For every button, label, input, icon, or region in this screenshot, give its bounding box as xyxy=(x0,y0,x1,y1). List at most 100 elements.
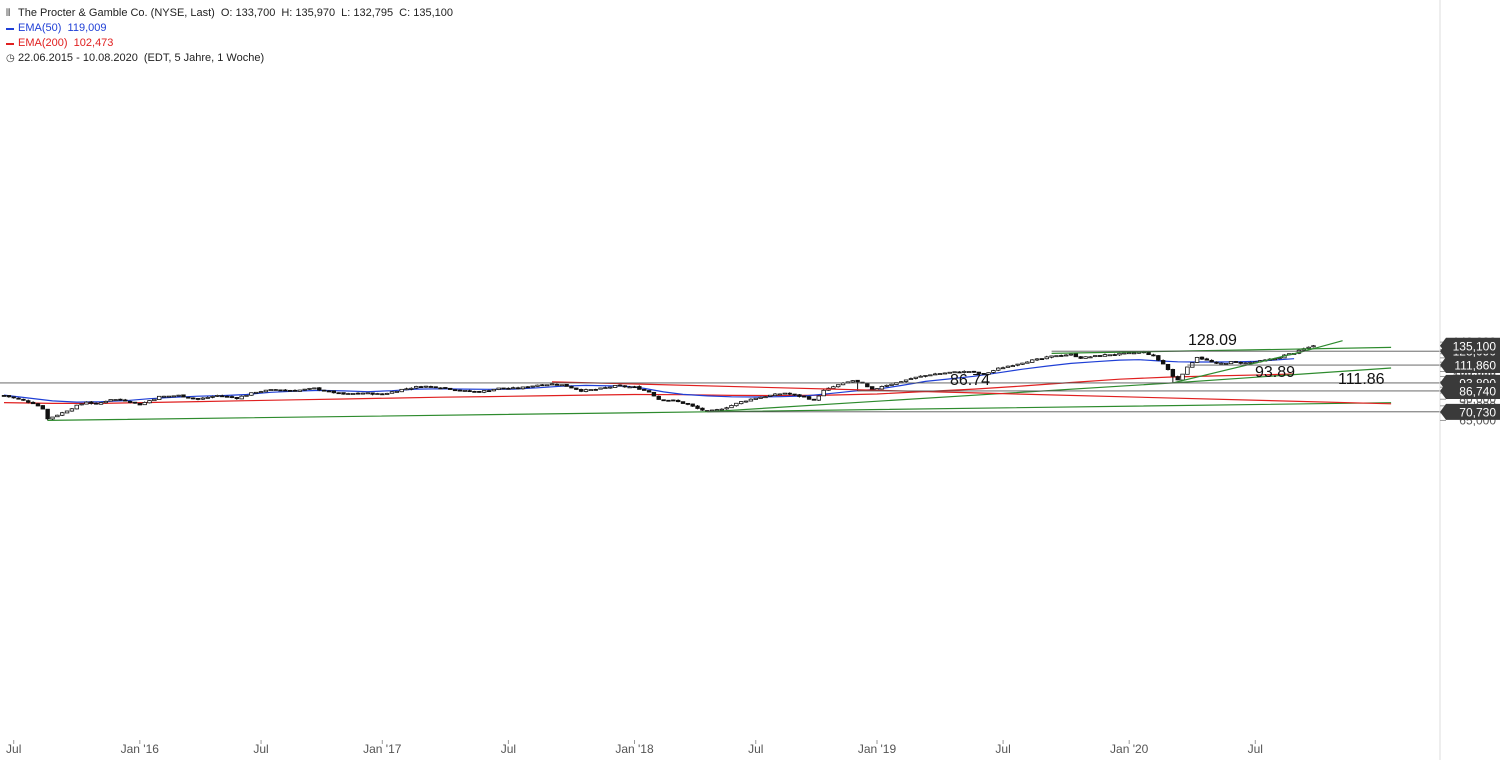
candle-body xyxy=(952,371,957,374)
legend-period-row: ◷ 22.06.2015 - 10.08.2020 (EDT, 5 Jahre,… xyxy=(6,51,453,66)
candle-body xyxy=(1170,369,1176,377)
candle-body xyxy=(685,402,691,405)
x-tick-label: Jul xyxy=(748,742,763,756)
candle-body xyxy=(996,367,1001,371)
candle-body xyxy=(1219,362,1224,365)
x-tick-label: Jan '19 xyxy=(858,742,897,756)
candle-body xyxy=(608,386,613,389)
candle-body xyxy=(1204,358,1209,361)
candle-body xyxy=(1015,363,1020,366)
candle-body xyxy=(1102,354,1108,357)
candle-body xyxy=(884,384,889,387)
trendline xyxy=(551,381,1392,405)
candle-body xyxy=(1063,354,1069,357)
candle-body xyxy=(511,387,516,390)
candle-body xyxy=(642,389,647,391)
candle-body xyxy=(40,405,45,410)
candle-body xyxy=(612,385,618,388)
candle-body xyxy=(530,385,535,388)
candle-body xyxy=(74,404,79,410)
candle-body xyxy=(1044,356,1049,360)
candle-body xyxy=(103,400,109,404)
candle-body xyxy=(1122,352,1127,355)
candle-body xyxy=(1117,352,1122,356)
candle-body xyxy=(651,391,657,397)
candle-body xyxy=(1248,361,1253,364)
candle-body xyxy=(1049,355,1054,358)
candle-body xyxy=(690,403,695,407)
candle-body xyxy=(836,384,841,388)
x-tick-label: Jan '16 xyxy=(121,742,160,756)
candle-body xyxy=(1107,354,1112,357)
candle-body xyxy=(171,395,176,398)
candle-body xyxy=(535,384,540,387)
candle-body xyxy=(564,383,569,387)
candle-body xyxy=(971,370,977,373)
candle-body xyxy=(418,386,424,388)
legend-ema200-row[interactable]: EMA(200) 102,473 xyxy=(6,36,453,51)
candle-body xyxy=(1306,346,1311,349)
candle-body xyxy=(923,375,928,377)
ema50-label: EMA(50) xyxy=(18,22,62,34)
candle-body xyxy=(792,393,797,396)
candle-body xyxy=(675,399,681,403)
candle-body xyxy=(16,397,21,400)
candle-body xyxy=(1151,354,1156,357)
legend-title-row: ⫴ The Procter & Gamble Co. (NYSE, Last) … xyxy=(6,6,453,21)
candle-body xyxy=(55,414,60,418)
candle-body xyxy=(220,395,225,398)
candle-body xyxy=(889,383,894,386)
candle-body xyxy=(763,396,768,399)
ema50-value: 119,009 xyxy=(67,22,107,34)
candle-body xyxy=(1039,358,1045,361)
candle-body xyxy=(118,398,123,401)
candle-body xyxy=(777,393,783,396)
candle-body xyxy=(443,387,448,389)
candle-body xyxy=(321,389,327,392)
candle-body xyxy=(768,394,773,397)
ohlc-low-label: L: xyxy=(341,7,351,19)
time-axis: Jul Jan '16 Jul Jan '17 Jul Jan '18 Jul Jan '19… xyxy=(6,740,1263,756)
candle-body xyxy=(1311,345,1316,348)
candle-body xyxy=(452,389,458,392)
candle-body xyxy=(855,379,860,383)
x-tick-label: Jul xyxy=(253,742,268,756)
candle-body xyxy=(942,372,948,375)
candle-body xyxy=(976,371,982,374)
candle-body xyxy=(928,374,933,377)
candle-body xyxy=(467,390,472,393)
ohlc-close-label: C: xyxy=(399,7,411,19)
ema50-swatch xyxy=(6,27,14,30)
candle-body xyxy=(569,385,574,389)
candle-body xyxy=(166,395,172,398)
candle-body xyxy=(603,387,608,389)
candle-body xyxy=(962,370,967,373)
candle-body xyxy=(1160,360,1166,365)
level-price-tag-label: 111,860 xyxy=(1454,359,1496,373)
legend-ema50-row[interactable]: EMA(50) 119,009 xyxy=(6,21,453,36)
candle-body xyxy=(903,379,909,382)
candle-body xyxy=(472,390,477,393)
candle-body xyxy=(743,400,749,403)
candle-body xyxy=(1030,359,1035,363)
candle-body xyxy=(559,384,564,387)
candle-body xyxy=(457,389,463,392)
ohlc-high-label: H: xyxy=(281,7,293,19)
candle-body xyxy=(661,399,666,402)
candle-body xyxy=(506,387,511,390)
candlestick-icon: ⫴ xyxy=(6,8,11,19)
candle-body xyxy=(1068,353,1074,356)
candle-body xyxy=(84,401,89,405)
candle-body xyxy=(918,375,923,378)
candle-body xyxy=(831,386,836,389)
candle-body xyxy=(346,393,351,395)
candle-body xyxy=(399,388,404,393)
level-price-tag-label: 70,730 xyxy=(1459,405,1496,419)
candle-body xyxy=(438,387,443,390)
candle-body xyxy=(593,388,598,391)
candle-body xyxy=(394,390,400,393)
candle-body xyxy=(806,396,812,400)
candle-body xyxy=(695,405,700,409)
candle-body xyxy=(1010,365,1015,368)
